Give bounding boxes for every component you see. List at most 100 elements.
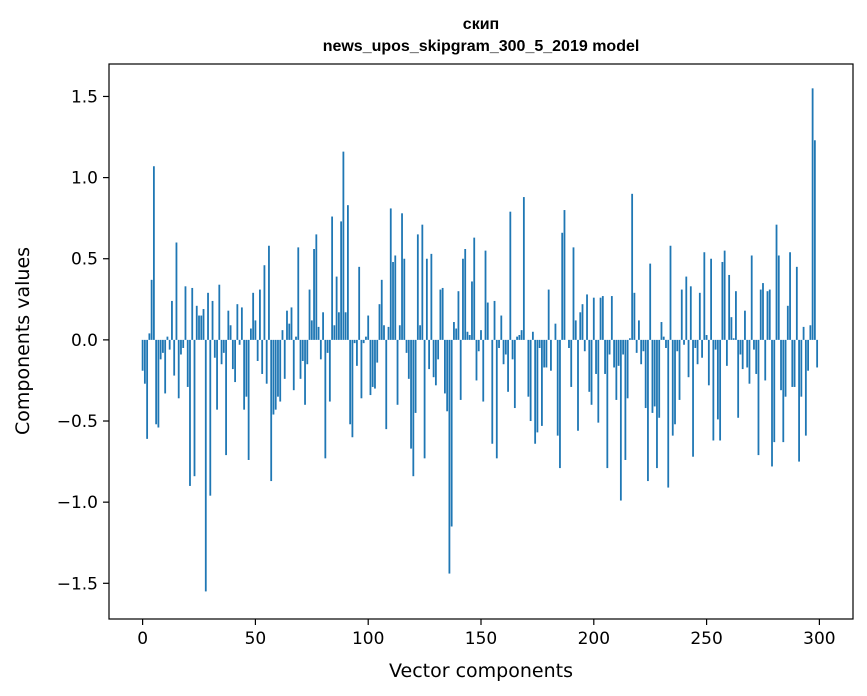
bar	[651, 339, 654, 413]
bar	[798, 339, 800, 462]
bar	[432, 339, 435, 378]
bar	[595, 339, 597, 374]
y-tick-label: 1.5	[71, 87, 98, 107]
bar	[225, 339, 227, 456]
bar	[315, 234, 318, 340]
bar	[175, 242, 178, 340]
bar	[550, 339, 552, 371]
bar	[725, 339, 728, 366]
bar	[545, 339, 548, 368]
bar	[290, 307, 293, 340]
bar	[173, 339, 176, 376]
bar	[683, 339, 685, 345]
bar	[468, 335, 471, 340]
bar	[689, 286, 692, 340]
y-tick-label: 1.0	[71, 169, 98, 189]
bar	[249, 328, 252, 340]
bar	[148, 333, 151, 340]
bar	[658, 339, 661, 418]
bar	[516, 336, 518, 340]
bar	[714, 339, 717, 350]
y-tick-label: 0.5	[71, 250, 98, 270]
bar	[150, 279, 153, 340]
bar	[342, 151, 345, 340]
bar	[712, 339, 715, 441]
bar	[522, 197, 525, 340]
bar	[804, 339, 807, 436]
bar	[421, 224, 424, 340]
bar	[319, 339, 322, 360]
bar	[631, 193, 634, 340]
bar	[292, 339, 295, 391]
bar	[441, 287, 444, 340]
bar	[369, 339, 372, 396]
bar	[653, 339, 656, 407]
bar	[419, 325, 421, 340]
bar	[385, 339, 388, 430]
bar	[396, 339, 399, 405]
x-tick-label: 200	[578, 629, 610, 649]
bar	[554, 323, 557, 340]
bar	[410, 339, 412, 449]
bar	[592, 297, 595, 340]
bar	[538, 339, 541, 348]
bar	[694, 339, 697, 348]
bar	[581, 304, 584, 340]
bar	[333, 325, 336, 340]
bar	[723, 250, 726, 340]
bar	[807, 339, 809, 371]
bar	[784, 339, 787, 397]
bar	[482, 339, 485, 402]
bar	[340, 221, 343, 340]
bar	[477, 339, 480, 352]
bar	[387, 326, 390, 340]
bar	[491, 339, 494, 444]
bar	[606, 339, 609, 469]
bar	[597, 339, 600, 423]
bar	[218, 284, 221, 340]
bar	[556, 339, 559, 436]
bar	[450, 339, 453, 527]
bar	[737, 339, 740, 418]
bar	[531, 331, 534, 340]
bar	[213, 339, 216, 358]
bar	[304, 339, 306, 405]
bar	[164, 339, 167, 394]
bar	[588, 339, 591, 392]
bar	[678, 339, 681, 400]
bar	[344, 312, 347, 340]
bar	[701, 339, 703, 358]
bar	[572, 247, 575, 340]
bar	[626, 339, 629, 399]
bar	[423, 339, 426, 459]
bar	[259, 289, 261, 340]
bar	[166, 336, 169, 340]
bar	[437, 339, 440, 360]
bar	[509, 211, 512, 340]
bar	[755, 339, 758, 374]
bar	[617, 339, 620, 366]
bar	[656, 339, 658, 469]
bar	[744, 310, 746, 340]
x-tick-label: 50	[245, 629, 267, 649]
bar	[604, 339, 606, 374]
bar	[301, 339, 304, 361]
bar	[577, 339, 579, 431]
bar	[563, 210, 566, 340]
y-tick-label: −0.5	[57, 412, 98, 432]
bar	[662, 336, 665, 340]
bar	[777, 255, 780, 340]
bar	[207, 292, 209, 340]
bar	[504, 339, 507, 355]
bar	[813, 140, 816, 340]
bar	[599, 297, 602, 340]
bar	[739, 339, 742, 355]
bar	[721, 261, 724, 340]
bar	[310, 320, 313, 340]
bar	[809, 325, 812, 340]
bar	[642, 339, 645, 352]
bar	[365, 336, 367, 340]
bar	[268, 245, 270, 340]
bar	[780, 339, 782, 391]
bar	[216, 339, 218, 410]
